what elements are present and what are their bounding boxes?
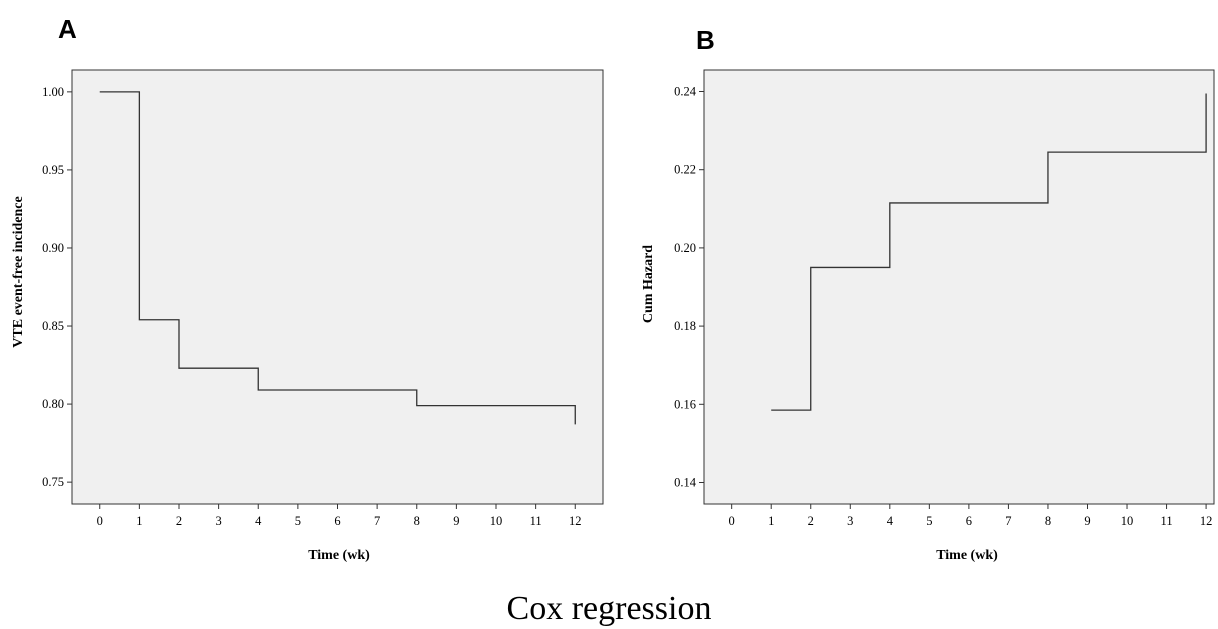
panel-a-x-tick-label: 11 [530,514,542,528]
panel-b-x-tick-label: 7 [1005,514,1011,528]
panel-a-y-ticks: 0.75 0.80 0.85 0.90 0.95 1.00 [42,85,72,489]
panel-a-x-tick-label: 1 [136,514,142,528]
panel-a-x-tick-label: 4 [255,514,262,528]
panel-b-y-tick-label: 0.20 [674,241,696,255]
panel-a-x-tick-label: 7 [374,514,380,528]
panel-a-x-tick-label: 6 [334,514,340,528]
panel-b-x-tick-label: 6 [966,514,972,528]
panel-a-x-tick-label: 10 [490,514,503,528]
panel-b-x-tick-label: 5 [926,514,932,528]
panel-b-y-tick-label: 0.24 [674,85,697,99]
panel-b-x-tick-label: 9 [1084,514,1090,528]
panel-b-y-axis-title: Cum Hazard [641,245,656,323]
panel-a-x-tick-label: 2 [176,514,182,528]
panel-a-y-tick-label: 0.90 [42,241,64,255]
panel-b-x-tick-label: 12 [1200,514,1213,528]
panel-b-x-tick-label: 10 [1121,514,1134,528]
panel-a-y-axis-title: VTE event-free incidence [11,196,26,347]
panel-b-x-tick-label: 11 [1161,514,1173,528]
panel-b-step-line [771,93,1207,411]
panel-a-y-tick-label: 0.80 [42,397,64,411]
panel-a-x-tick-label: 9 [453,514,459,528]
panel-a-y-tick-label: 1.00 [42,85,64,99]
panel-a-step-line [99,91,576,425]
panel-b-y-ticks: 0.14 0.16 0.18 0.20 0.22 0.24 [674,85,704,489]
panel-b-letter: B [696,25,715,55]
panel-a-letter: A [58,14,77,44]
panel-a-y-tick-label: 0.95 [42,163,64,177]
panel-b-x-tick-label: 4 [887,514,894,528]
panel-a-x-tick-label: 0 [97,514,103,528]
panel-b-y-tick-label: 0.22 [674,163,696,177]
panel-a-x-axis-title: Time (wk) [308,548,370,563]
panel-a-x-tick-label: 12 [569,514,582,528]
panel-b-y-tick-label: 0.14 [674,475,697,489]
panel-a-x-tick-label: 5 [295,514,301,528]
panel-b-x-ticks: 0 1 2 3 4 5 6 7 8 9 10 11 12 [729,504,1213,528]
panel-a-plot-area [71,69,604,505]
panel-a-x-ticks: 0 1 2 3 4 5 6 7 8 9 10 11 12 [97,504,582,528]
figure-caption: Cox regression [507,590,712,627]
panel-b-x-tick-label: 0 [729,514,735,528]
panel-a-x-tick-label: 8 [414,514,420,528]
panel-a: A 0.750.800.850.900.951.00 0 1 2 3 4 5 6 7 8 9 10 1… [11,14,604,563]
panel-b-x-tick-label: 2 [808,514,814,528]
panel-b-y-tick-label: 0.16 [674,397,696,411]
panel-b-plot-area [703,69,1215,505]
panel-a-x-tick-label: 3 [215,514,221,528]
panel-b-x-tick-label: 3 [847,514,853,528]
panel-b-x-tick-label: 8 [1045,514,1051,528]
panel-b: B 0.140.160.180.200.220.24 0 1 2 3 4 5 6 7 8 9 10 1… [641,25,1215,563]
panel-b-x-tick-label: 1 [768,514,774,528]
panel-a-y-tick-label: 0.85 [42,319,64,333]
panel-a-y-tick-label: 0.75 [42,475,64,489]
panel-b-x-axis-title: Time (wk) [936,548,998,563]
panel-b-y-tick-label: 0.18 [674,319,696,333]
